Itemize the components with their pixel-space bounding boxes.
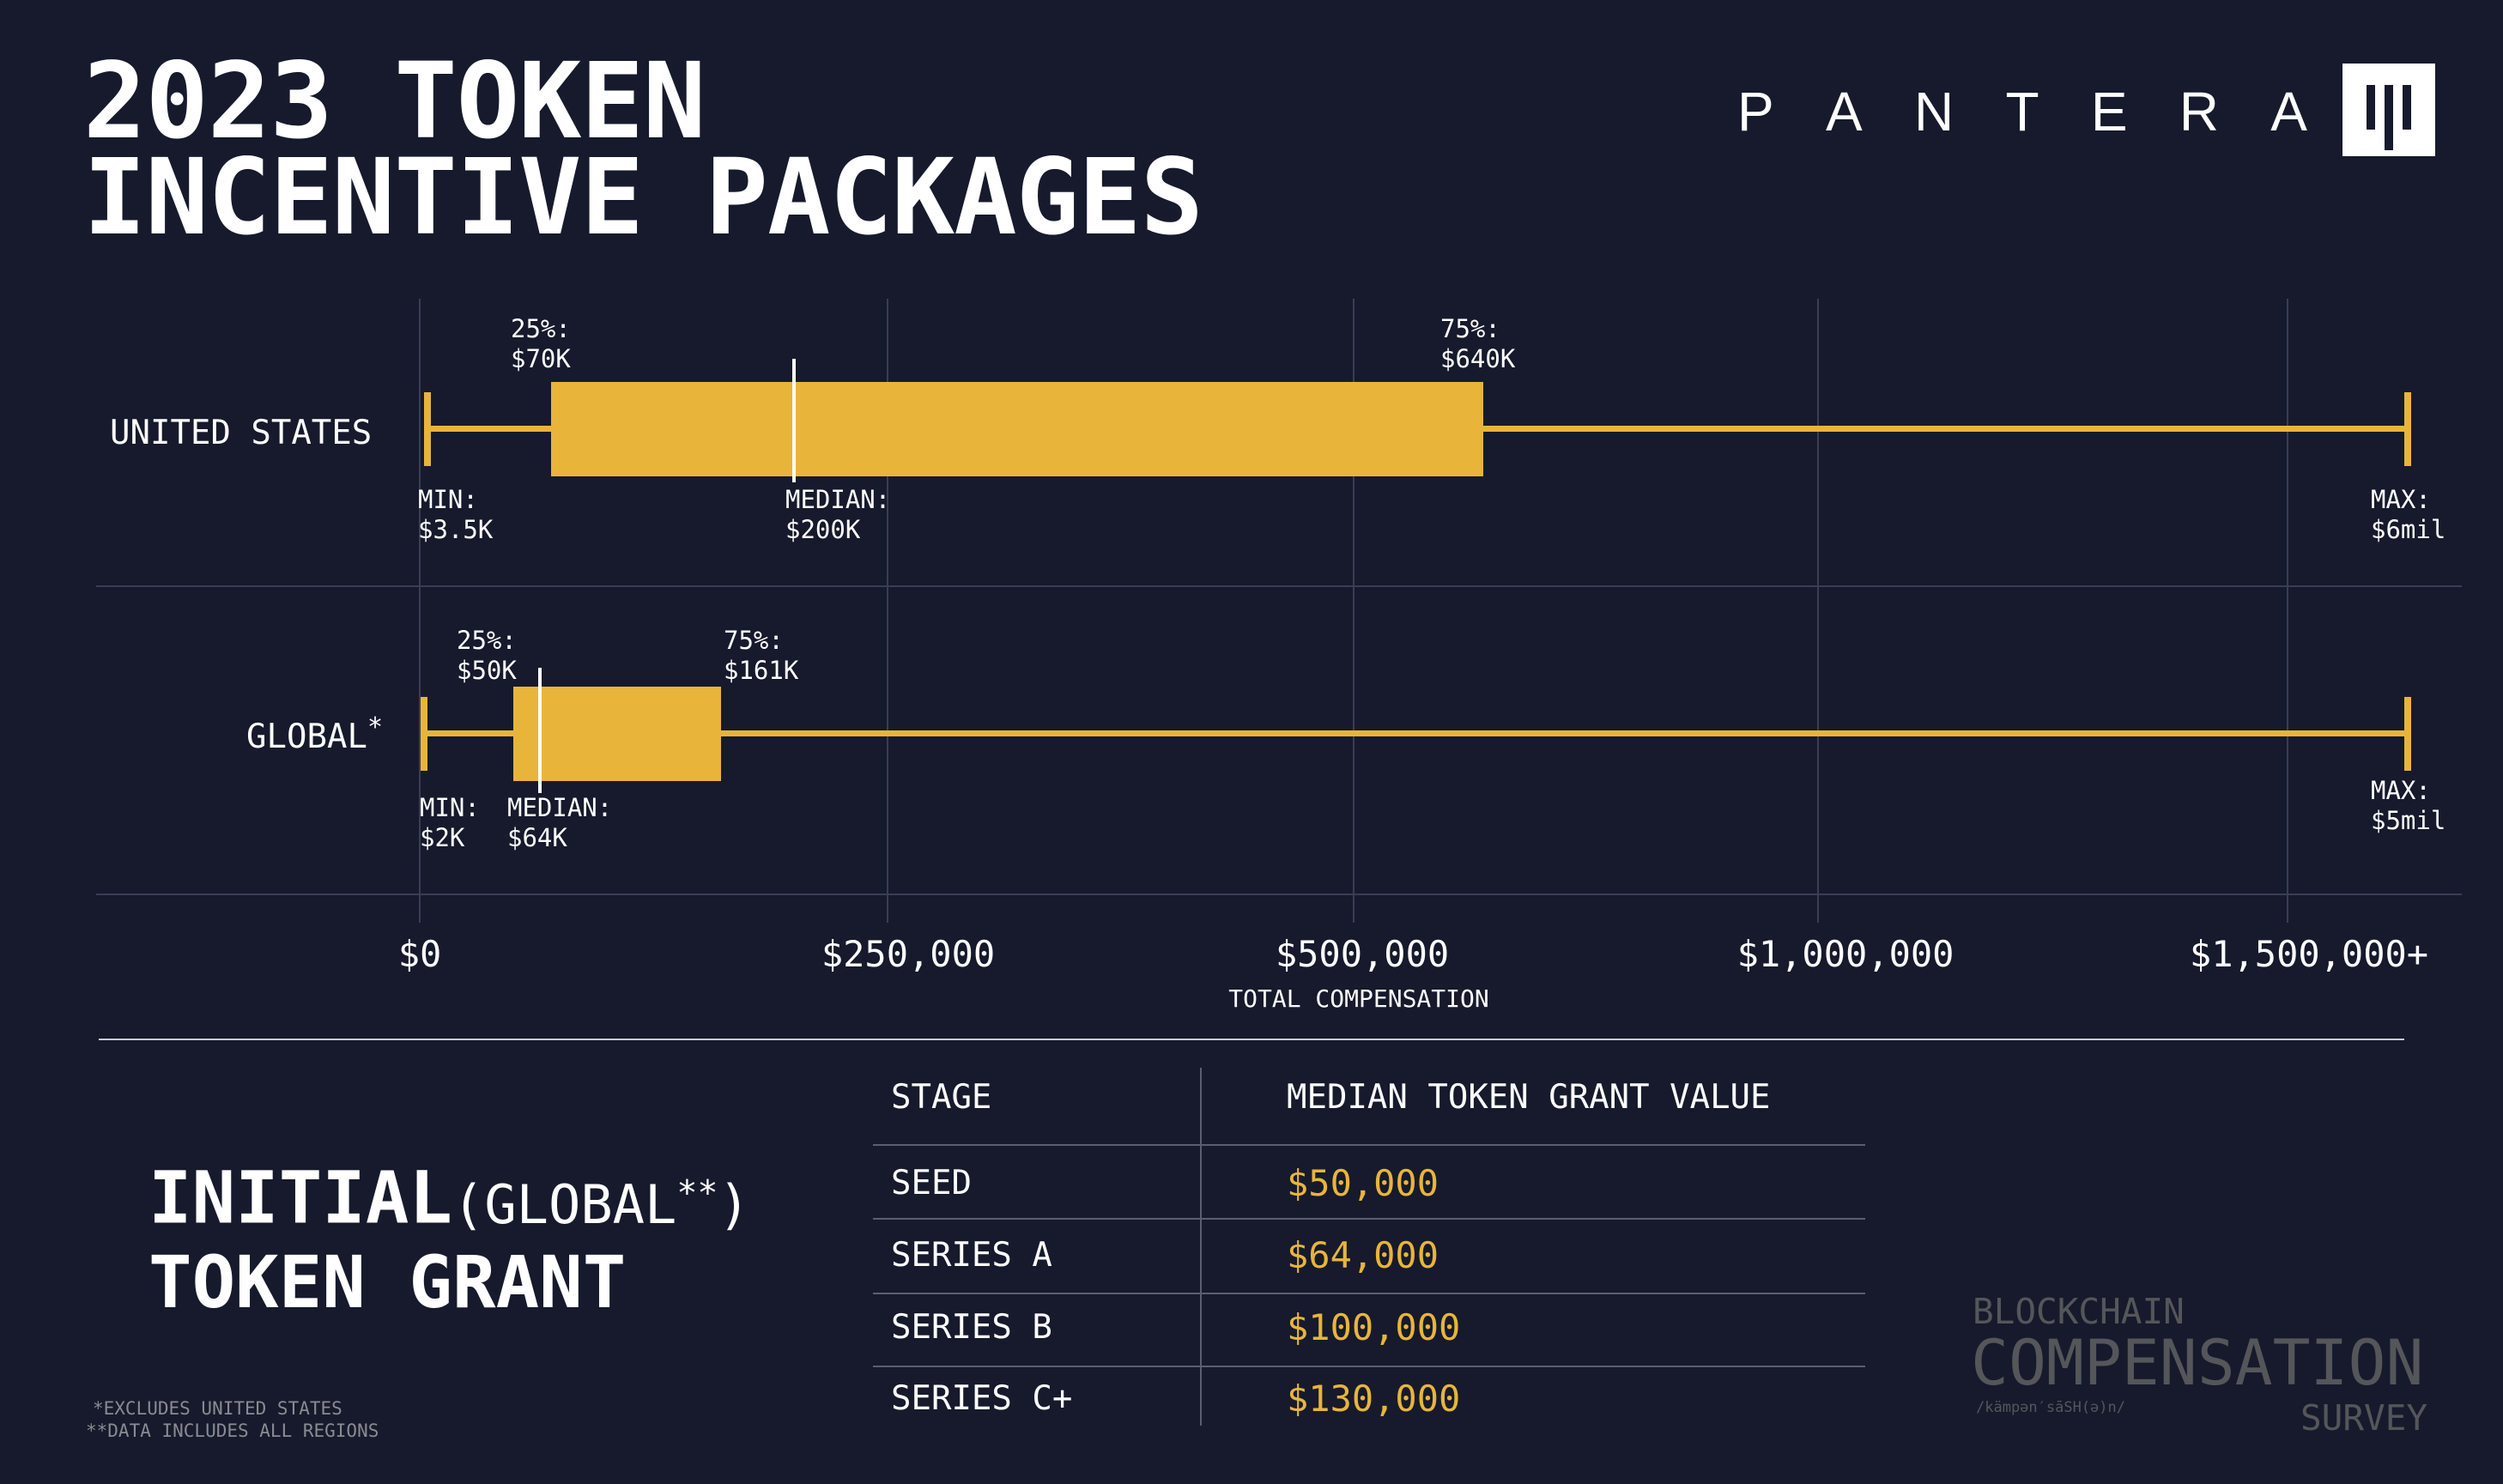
grant-title-line1: INITIAL [148,1155,453,1240]
x-tick-label: $0 [397,933,442,975]
us-min-label: MIN: $3.5K [418,485,494,544]
max-cap [2404,697,2411,771]
page-title: 2023 TOKEN INCENTIVE PACKAGES [83,40,1203,258]
value-cell: $64,000 [1287,1234,1439,1276]
row-divider [96,893,2462,895]
survey-logo-line3: SURVEY [2300,1397,2428,1439]
survey-logo-line2: COMPENSATION [1971,1327,2424,1400]
header-stage: STAGE [891,1078,992,1117]
brand-letter: E [2090,81,2128,142]
gridline [1353,299,1355,923]
grant-title: INITIAL(GLOBAL**) TOKEN GRANT [148,1154,750,1321]
us-q1-label: 25%: $70K [511,314,571,373]
pantera-wordmark: P A N T E R A [1737,81,2307,142]
header-value: MEDIAN TOKEN GRANT VALUE [1287,1078,1771,1117]
survey-logo-line1: BLOCKCHAIN [1973,1291,2185,1332]
gridline [2287,299,2288,923]
us-q3-label: 75%: $640K [1440,314,1516,373]
row-label-united-states: UNITED STATES [110,414,373,452]
global-q1-label: 25%: $50K [457,626,517,685]
value-cell: $100,000 [1287,1306,1461,1348]
global-q3-label: 75%: $161K [724,626,799,685]
row-label-global: GLOBAL* [246,715,383,757]
x-tick-label: $500,000 [1275,933,1450,975]
global-max-label: MAX: $5mil [2371,776,2446,835]
stage-cell: SERIES C+ [891,1379,1073,1418]
value-cell: $50,000 [1287,1162,1439,1204]
x-tick-label: $1,500,000+ [2189,933,2429,975]
grant-title-sub: (GLOBAL**) [452,1173,750,1236]
value-cell: $130,000 [1287,1378,1461,1420]
table-line [873,1293,1865,1294]
brand-letter: A [2270,81,2307,142]
min-cap [423,392,431,466]
stage-cell: SERIES A [891,1236,1052,1275]
max-cap [2404,392,2411,466]
footnote-mark: * [367,712,383,742]
footnote-mark: ** [676,1173,718,1213]
survey-logo-pronunciation: /kämpən′sāSH(ə)n/ [1976,1399,2125,1416]
global-label: GLOBAL [246,718,367,756]
x-tick-label: $250,000 [821,933,996,975]
gridline [887,299,888,923]
table-line [873,1144,1865,1146]
table-line [873,1218,1865,1220]
gridline [419,299,421,923]
section-divider [99,1039,2404,1040]
footnote: *EXCLUDES UNITED STATES [93,1398,342,1419]
brand-letter: N [1913,81,1955,142]
brand-letter: A [1825,81,1863,142]
stage-cell: SEED [891,1164,972,1202]
iqr-box [550,382,1484,476]
row-divider [96,585,2462,587]
whisker-line [423,730,2408,736]
grant-sub-close: ) [718,1172,750,1236]
brand-letter: P [1737,81,1774,142]
median-line [537,668,542,793]
iqr-box [513,687,721,781]
footnote: **DATA INCLUDES ALL REGIONS [86,1420,379,1441]
stage-cell: SERIES B [891,1308,1052,1347]
x-tick-label: $1,000,000 [1736,933,1955,975]
brand-letter: R [2179,81,2219,142]
global-min-label: MIN: $2K [420,793,480,852]
us-median-label: MEDIAN: $200K [785,485,891,544]
gridline [1817,299,1819,923]
grant-title-line2: TOKEN GRANT [148,1239,627,1324]
median-line [792,359,796,482]
x-axis-label: TOTAL COMPENSATION [1228,984,1489,1013]
min-cap [421,697,428,771]
table-column-divider [1200,1068,1202,1426]
brand-letter: T [2005,81,2039,142]
table-line [873,1366,1865,1367]
grant-sub-text: (GLOBAL [452,1172,677,1236]
us-max-label: MAX: $6mil [2371,485,2446,544]
pantera-logo-icon [2342,64,2435,156]
global-median-label: MEDIAN: $64K [507,793,613,852]
